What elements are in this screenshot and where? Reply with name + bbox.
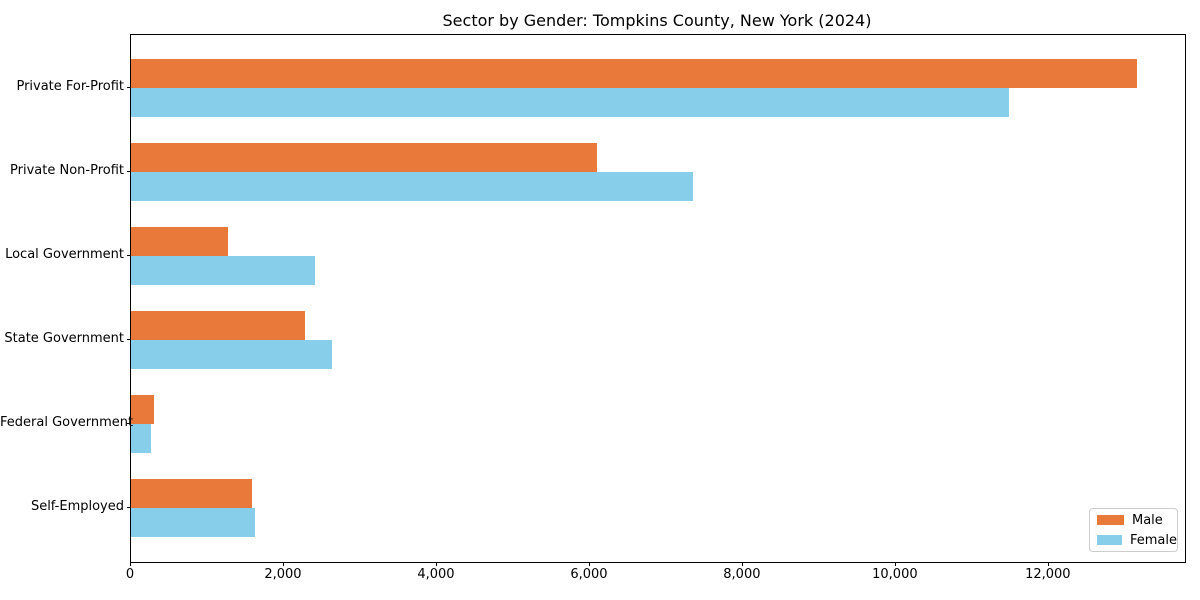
x-axis-tick-label: 8,000: [723, 567, 761, 582]
y-tick-mark: [127, 87, 131, 88]
bar-female-state-government: [131, 340, 333, 369]
y-axis-label-private-non-profit: Private Non-Profit: [10, 163, 124, 178]
y-axis-label-self-employed: Self-Employed: [30, 499, 124, 514]
legend: Male Female: [1089, 508, 1178, 552]
x-tick-mark: [282, 562, 284, 566]
bar-female-federal-government: [131, 424, 151, 453]
x-axis-tick-label: 4,000: [417, 567, 455, 582]
bar-male-local-government: [131, 227, 228, 256]
x-axis-tick-label: 2,000: [264, 567, 302, 582]
bar-male-self-employed: [131, 479, 252, 508]
y-tick-mark: [127, 423, 131, 424]
x-axis-tick-label: 0: [125, 567, 135, 582]
y-axis-label-state-government: State Government: [4, 331, 124, 346]
x-axis-tick-label: 12,000: [1025, 567, 1071, 582]
x-tick-mark: [130, 562, 131, 566]
x-axis-tick-label: 6,000: [570, 567, 608, 582]
y-axis-label-local-government: Local Government: [5, 247, 124, 262]
bar-male-private-for-profit: [131, 59, 1137, 88]
legend-label-female: Female: [1129, 532, 1177, 548]
legend-label-male: Male: [1132, 512, 1163, 528]
y-tick-mark: [127, 507, 131, 508]
x-tick-mark: [741, 562, 743, 566]
x-axis-tick-label: 10,000: [872, 567, 918, 582]
legend-entry-female: Female: [1097, 533, 1177, 548]
x-tick-mark: [894, 562, 896, 566]
x-tick-mark: [1047, 562, 1049, 566]
bar-female-private-non-profit: [131, 172, 694, 201]
bar-male-private-non-profit: [131, 143, 597, 172]
y-tick-mark: [127, 339, 131, 340]
bar-female-self-employed: [131, 508, 255, 537]
bar-female-private-for-profit: [131, 88, 1010, 117]
y-tick-mark: [127, 171, 131, 172]
x-tick-mark: [435, 562, 437, 566]
legend-entry-male: Male: [1097, 513, 1177, 528]
bar-male-federal-government: [131, 395, 154, 424]
y-axis-label-federal-government: Federal Government: [0, 415, 134, 430]
chart-title: Sector by Gender: Tompkins County, New Y…: [442, 11, 872, 30]
y-axis-label-private-for-profit: Private For-Profit: [16, 79, 124, 94]
plot-area: Male Female: [130, 34, 1186, 563]
bar-female-local-government: [131, 256, 315, 285]
x-tick-mark: [588, 562, 590, 566]
legend-swatch-male-icon: [1097, 515, 1124, 525]
bar-male-state-government: [131, 311, 305, 340]
legend-swatch-female-icon: [1097, 535, 1122, 545]
y-tick-mark: [127, 255, 131, 256]
